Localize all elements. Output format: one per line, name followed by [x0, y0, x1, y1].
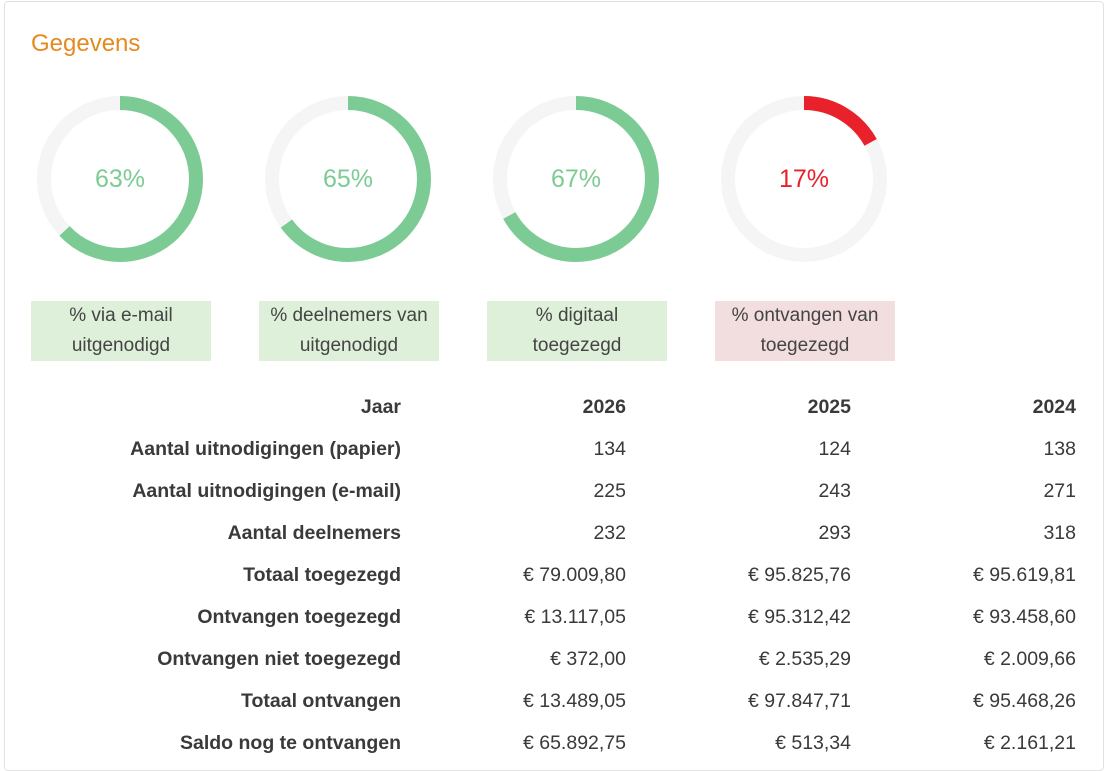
header-year-2025: 2025 — [807, 395, 851, 418]
gauge-label: % ontvangen van toegezegd — [715, 301, 895, 361]
table-cell: 138 — [1043, 437, 1076, 460]
row-label: Totaal ontvangen — [241, 689, 401, 712]
header-year-2026: 2026 — [582, 395, 626, 418]
row-label: Aantal uitnodigingen (e-mail) — [132, 479, 401, 502]
table-row: Ontvangen toegezegd € 13.117,05 € 95.312,4… — [31, 596, 1076, 638]
table-row: Aantal uitnodigingen (papier) 134 124 138 — [31, 428, 1076, 470]
progress-ring: 17% — [719, 94, 889, 264]
progress-percent-text: 17% — [778, 164, 830, 193]
table-cell: 293 — [818, 521, 851, 544]
table-cell: 134 — [593, 437, 626, 460]
table-row: Ontvangen niet toegezegd € 372,00 € 2.535,… — [31, 638, 1076, 680]
progress-ring-arc — [37, 96, 203, 262]
gauge-label: % via e-mail uitgenodigd — [31, 301, 211, 361]
table-cell: € 95.825,76 — [747, 563, 851, 586]
table-cell: 318 — [1043, 521, 1076, 544]
table-cell: € 513,34 — [775, 731, 851, 754]
table-header-row: Jaar 2026 2025 2024 — [31, 386, 1076, 428]
table-cell: € 13.489,05 — [522, 689, 626, 712]
table-cell: € 95.312,42 — [747, 605, 851, 628]
table-cell: 124 — [818, 437, 851, 460]
table-cell: € 2.535,29 — [758, 647, 851, 670]
progress-ring-graphic — [493, 96, 659, 262]
table-cell: 232 — [593, 521, 626, 544]
table-cell: € 95.619,81 — [972, 563, 1076, 586]
table-row: Saldo nog te ontvangen € 65.892,75 € 513,3… — [31, 722, 1076, 764]
progress-ring-arc — [265, 96, 431, 262]
header-jaar: Jaar — [360, 395, 401, 418]
table-row: Aantal uitnodigingen (e-mail) 225 243 271 — [31, 470, 1076, 512]
progress-percent-text: 67% — [550, 164, 602, 193]
header-year-2024: 2024 — [1032, 395, 1076, 418]
table-cell: 243 — [818, 479, 851, 502]
progress-ring-graphic — [721, 96, 887, 262]
panel-title: Gegevens — [31, 30, 141, 57]
table-cell: 225 — [593, 479, 626, 502]
table-cell: € 13.117,05 — [524, 605, 626, 628]
row-label: Ontvangen toegezegd — [197, 605, 401, 628]
table-cell: € 95.468,26 — [972, 689, 1076, 712]
progress-ring-arc — [493, 96, 659, 262]
table-row: Totaal ontvangen € 13.489,05 € 97.847,71 € … — [31, 680, 1076, 722]
progress-ring-graphic — [265, 96, 431, 262]
progress-ring: 63% — [35, 94, 205, 264]
table-body: Aantal uitnodigingen (papier) 134 124 138 Aa… — [31, 428, 1076, 764]
progress-ring: 67% — [491, 94, 661, 264]
progress-ring: 65% — [263, 94, 433, 264]
stats-table: Jaar 2026 2025 2024 Aantal uitnodigingen… — [31, 386, 1076, 764]
table-row: Aantal deelnemers 232 293 318 — [31, 512, 1076, 554]
row-label: Ontvangen niet toegezegd — [157, 647, 401, 670]
table-cell: 271 — [1043, 479, 1076, 502]
row-label: Aantal uitnodigingen (papier) — [130, 437, 401, 460]
progress-percent-text: 63% — [94, 164, 146, 193]
progress-percent-text: 65% — [322, 164, 374, 193]
table-cell: € 65.892,75 — [522, 731, 626, 754]
table-cell: € 2.161,21 — [983, 731, 1076, 754]
progress-ring-arc — [721, 96, 887, 262]
table-row: Totaal toegezegd € 79.009,80 € 95.825,76 € … — [31, 554, 1076, 596]
gegevens-panel: Gegevens 63% 65% 67% 17% Jaar 2026 2025 202… — [4, 1, 1104, 771]
table-cell: € 2.009,66 — [983, 647, 1076, 670]
table-cell: € 79.009,80 — [522, 563, 626, 586]
table-cell: € 93.458,60 — [972, 605, 1076, 628]
row-label: Totaal toegezegd — [243, 563, 401, 586]
row-label: Aantal deelnemers — [227, 521, 401, 544]
row-label: Saldo nog te ontvangen — [179, 731, 401, 754]
table-cell: € 372,00 — [550, 647, 626, 670]
progress-ring-graphic — [37, 96, 203, 262]
gauge-label: % deelnemers van uitgenodigd — [259, 301, 439, 361]
gauge-label: % digitaal toegezegd — [487, 301, 667, 361]
table-cell: € 97.847,71 — [747, 689, 851, 712]
